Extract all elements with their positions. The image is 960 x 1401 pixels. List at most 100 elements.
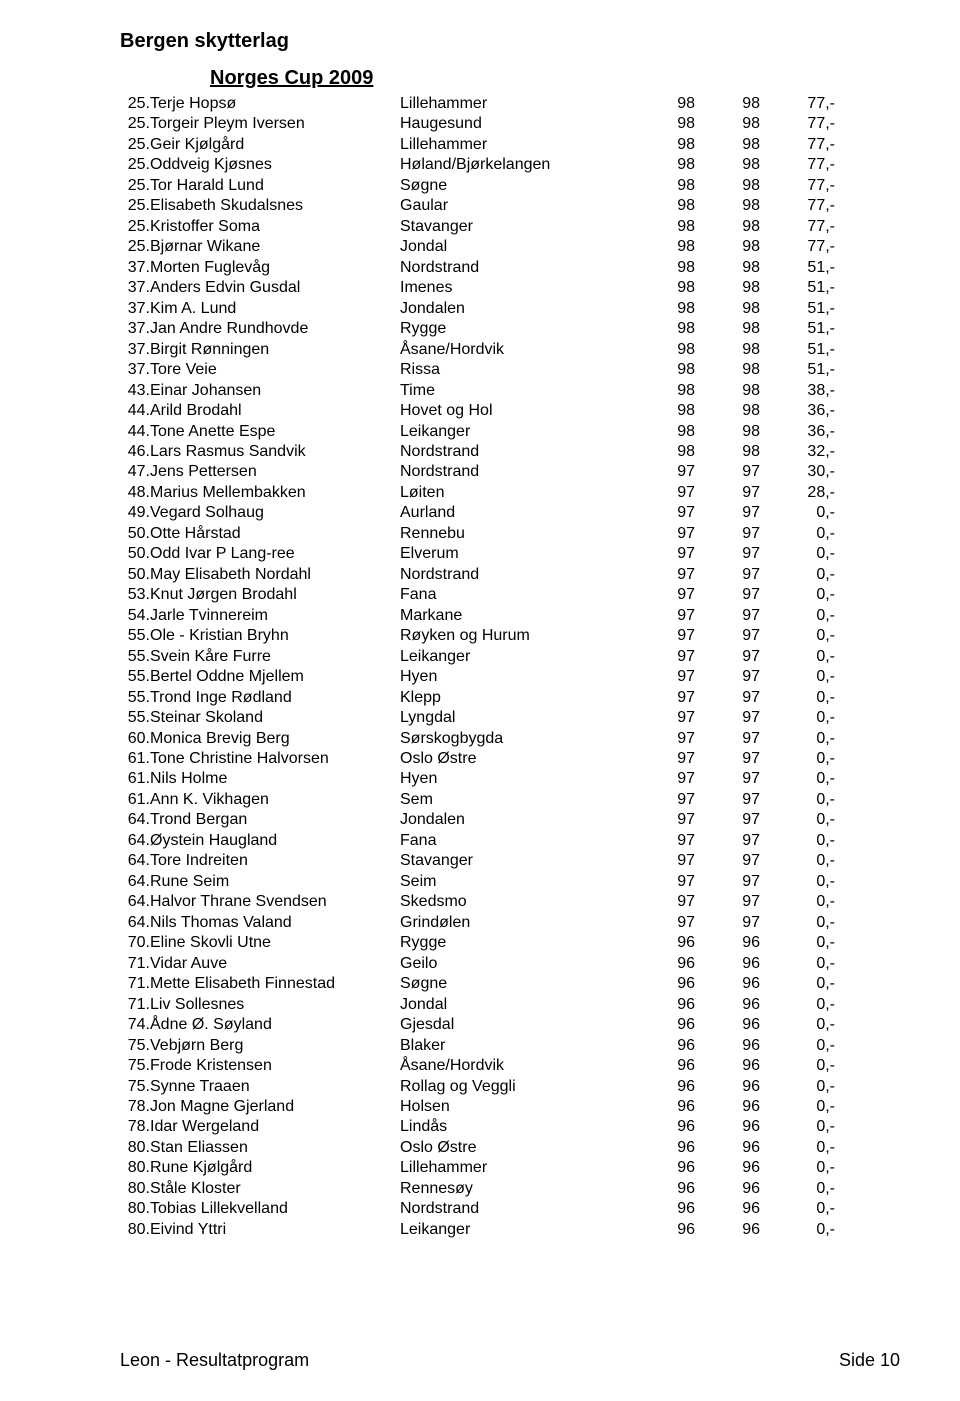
cell-score1: 97 <box>630 729 695 749</box>
cell-score1: 96 <box>630 954 695 974</box>
cell-score2: 96 <box>695 1056 760 1076</box>
cell-score2: 97 <box>695 708 760 728</box>
cell-name: Eline Skovli Utne <box>150 933 400 953</box>
cell-club: Hyen <box>400 667 630 687</box>
cell-prize: 0,- <box>760 1077 835 1097</box>
cell-score1: 97 <box>630 769 695 789</box>
cell-score1: 97 <box>630 831 695 851</box>
table-row: 37.Kim A. LundJondalen989851,- <box>120 299 835 319</box>
table-row: 25.Geir KjølgårdLillehammer989877,- <box>120 135 835 155</box>
cell-score1: 97 <box>630 585 695 605</box>
cell-rank: 50. <box>120 544 150 564</box>
cell-name: Torgeir Pleym Iversen <box>150 114 400 134</box>
table-row: 75.Synne TraaenRollag og Veggli96960,- <box>120 1077 835 1097</box>
cell-rank: 80. <box>120 1158 150 1178</box>
cell-prize: 0,- <box>760 769 835 789</box>
table-row: 25.Kristoffer SomaStavanger989877,- <box>120 217 835 237</box>
cell-name: Terje Hopsø <box>150 94 400 114</box>
cell-score2: 97 <box>695 851 760 871</box>
cell-rank: 48. <box>120 483 150 503</box>
cell-score2: 97 <box>695 565 760 585</box>
cell-score2: 97 <box>695 790 760 810</box>
cell-score2: 97 <box>695 626 760 646</box>
cell-score1: 96 <box>630 1199 695 1219</box>
cell-name: Arild Brodahl <box>150 401 400 421</box>
cell-club: Stavanger <box>400 217 630 237</box>
cell-score2: 96 <box>695 974 760 994</box>
cell-club: Aurland <box>400 503 630 523</box>
cell-score2: 96 <box>695 1179 760 1199</box>
cell-rank: 25. <box>120 155 150 175</box>
cell-rank: 37. <box>120 299 150 319</box>
table-row: 80.Tobias LillekvellandNordstrand96960,- <box>120 1199 835 1219</box>
table-row: 61.Nils HolmeHyen97970,- <box>120 769 835 789</box>
cell-rank: 61. <box>120 790 150 810</box>
cell-score2: 96 <box>695 1097 760 1117</box>
table-row: 80.Eivind YttriLeikanger96960,- <box>120 1220 835 1240</box>
table-row: 46.Lars Rasmus SandvikNordstrand989832,- <box>120 442 835 462</box>
cell-rank: 75. <box>120 1056 150 1076</box>
cell-score1: 98 <box>630 360 695 380</box>
cell-name: Rune Kjølgård <box>150 1158 400 1178</box>
cell-name: Odd Ivar P Lang-ree <box>150 544 400 564</box>
table-row: 64.Øystein HauglandFana97970,- <box>120 831 835 851</box>
cell-name: Ole - Kristian Bryhn <box>150 626 400 646</box>
cell-name: Nils Holme <box>150 769 400 789</box>
table-row: 25.Elisabeth SkudalsnesGaular989877,- <box>120 196 835 216</box>
cell-score1: 97 <box>630 503 695 523</box>
cell-club: Stavanger <box>400 851 630 871</box>
cell-club: Hovet og Hol <box>400 401 630 421</box>
cell-rank: 55. <box>120 626 150 646</box>
cell-score1: 98 <box>630 237 695 257</box>
table-row: 75.Frode KristensenÅsane/Hordvik96960,- <box>120 1056 835 1076</box>
cell-score2: 97 <box>695 483 760 503</box>
cell-rank: 80. <box>120 1199 150 1219</box>
cell-name: Tore Indreiten <box>150 851 400 871</box>
cell-name: Morten Fuglevåg <box>150 258 400 278</box>
table-row: 64.Trond BerganJondalen97970,- <box>120 810 835 830</box>
cell-prize: 0,- <box>760 810 835 830</box>
cell-name: Tor Harald Lund <box>150 176 400 196</box>
cell-score2: 98 <box>695 340 760 360</box>
cell-score1: 98 <box>630 442 695 462</box>
cell-prize: 77,- <box>760 196 835 216</box>
cell-score1: 96 <box>630 933 695 953</box>
cell-club: Høland/Bjørkelangen <box>400 155 630 175</box>
cell-rank: 61. <box>120 769 150 789</box>
cell-name: Elisabeth Skudalsnes <box>150 196 400 216</box>
cell-prize: 0,- <box>760 851 835 871</box>
cell-prize: 0,- <box>760 1220 835 1240</box>
cell-rank: 37. <box>120 319 150 339</box>
cell-club: Gjesdal <box>400 1015 630 1035</box>
table-row: 64.Halvor Thrane SvendsenSkedsmo97970,- <box>120 892 835 912</box>
cell-name: Bjørnar Wikane <box>150 237 400 257</box>
table-row: 61.Ann K. VikhagenSem97970,- <box>120 790 835 810</box>
cell-rank: 55. <box>120 647 150 667</box>
cell-prize: 51,- <box>760 258 835 278</box>
cell-score2: 97 <box>695 831 760 851</box>
table-row: 78.Idar WergelandLindås96960,- <box>120 1117 835 1137</box>
cell-score1: 96 <box>630 1097 695 1117</box>
cell-club: Rennebu <box>400 524 630 544</box>
cell-rank: 70. <box>120 933 150 953</box>
cell-score1: 97 <box>630 606 695 626</box>
cell-prize: 0,- <box>760 913 835 933</box>
cell-score1: 98 <box>630 319 695 339</box>
cell-club: Rissa <box>400 360 630 380</box>
cell-score2: 98 <box>695 135 760 155</box>
cell-name: Trond Inge Rødland <box>150 688 400 708</box>
cell-prize: 0,- <box>760 626 835 646</box>
cell-rank: 37. <box>120 360 150 380</box>
cell-name: Tone Anette Espe <box>150 422 400 442</box>
table-row: 43.Einar JohansenTime989838,- <box>120 381 835 401</box>
cell-prize: 77,- <box>760 176 835 196</box>
cell-score2: 98 <box>695 196 760 216</box>
cell-rank: 78. <box>120 1097 150 1117</box>
cell-rank: 37. <box>120 340 150 360</box>
page-subtitle: Norges Cup 2009 <box>210 67 900 90</box>
cell-club: Løiten <box>400 483 630 503</box>
cell-club: Leikanger <box>400 647 630 667</box>
cell-club: Søgne <box>400 176 630 196</box>
cell-prize: 32,- <box>760 442 835 462</box>
cell-score2: 98 <box>695 442 760 462</box>
